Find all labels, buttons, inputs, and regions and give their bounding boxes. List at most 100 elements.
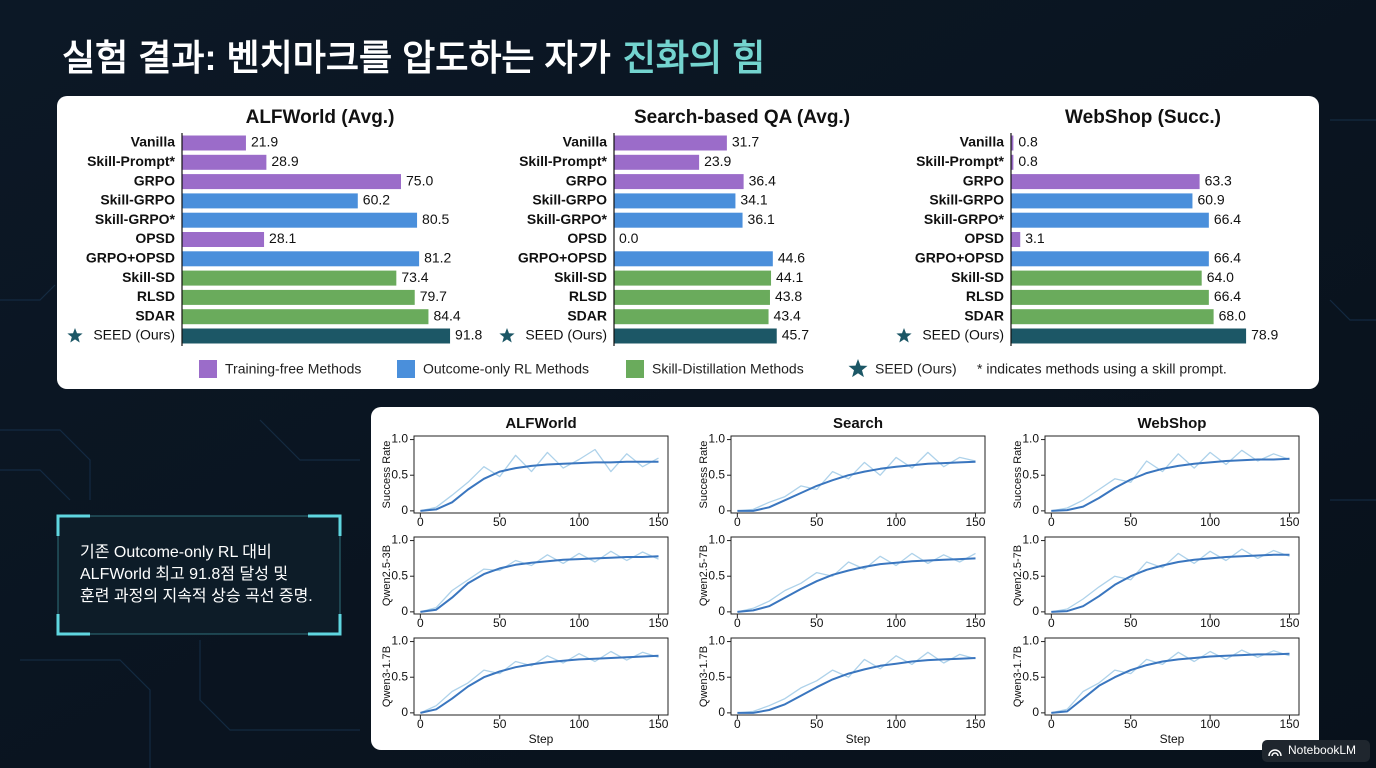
x-tick-label: 50 bbox=[1124, 515, 1138, 529]
bar bbox=[182, 289, 415, 305]
value-label: 60.2 bbox=[363, 192, 390, 208]
raw-curve bbox=[737, 651, 976, 714]
x-tick-label: 0 bbox=[417, 717, 424, 731]
x-tick-label: 0 bbox=[734, 515, 741, 529]
y-tick-label: 1.0 bbox=[708, 634, 725, 648]
bar bbox=[614, 135, 727, 151]
category-label: RLSD bbox=[137, 288, 175, 304]
legend-note: * indicates methods using a skill prompt… bbox=[977, 361, 1227, 377]
bar bbox=[1011, 270, 1202, 286]
x-tick-label: 50 bbox=[810, 515, 824, 529]
category-label: GRPO+OPSD bbox=[86, 250, 175, 266]
x-tick-label: 0 bbox=[417, 515, 424, 529]
bar bbox=[1011, 251, 1209, 267]
bar bbox=[182, 135, 246, 151]
plot-frame bbox=[1044, 637, 1300, 716]
value-label: 81.2 bbox=[424, 250, 451, 266]
bar bbox=[1011, 212, 1209, 228]
x-tick-label: 150 bbox=[1279, 717, 1299, 731]
legend-star bbox=[848, 359, 868, 378]
watermark-icon bbox=[1268, 749, 1282, 757]
category-label: Skill-GRPO bbox=[532, 192, 607, 208]
y-tick-label: 1.0 bbox=[1022, 432, 1039, 446]
title-text: 실험 결과: 벤치마크를 압도하는 자가 bbox=[62, 37, 611, 78]
category-label: Skill-GRPO* bbox=[527, 211, 608, 227]
x-tick-label: 150 bbox=[648, 515, 668, 529]
bar bbox=[614, 174, 744, 190]
x-tick-label: 100 bbox=[569, 717, 589, 731]
y-tick-label: 1.0 bbox=[1022, 634, 1039, 648]
value-label: 79.7 bbox=[420, 288, 447, 304]
y-axis-label: Success Rate bbox=[698, 441, 710, 509]
x-tick-label: 100 bbox=[886, 616, 906, 630]
category-label: OPSD bbox=[567, 230, 607, 246]
raw-curve bbox=[1051, 649, 1290, 714]
category-label: Skill-SD bbox=[951, 269, 1004, 285]
category-label: RLSD bbox=[966, 288, 1004, 304]
smoothed-curve bbox=[737, 657, 976, 714]
x-tick-label: 100 bbox=[569, 616, 589, 630]
category-label: SEED (Ours) bbox=[93, 327, 175, 343]
value-label: 31.7 bbox=[732, 134, 759, 150]
bar bbox=[1011, 328, 1247, 344]
subplot-title: Search bbox=[833, 415, 883, 432]
callout-box bbox=[57, 515, 341, 635]
y-tick-label: 0 bbox=[718, 503, 725, 517]
x-tick-label: 50 bbox=[1124, 717, 1138, 731]
value-label: 3.1 bbox=[1025, 230, 1045, 246]
x-tick-label: 50 bbox=[1124, 616, 1138, 630]
legend-swatch bbox=[397, 360, 415, 378]
bar bbox=[182, 193, 358, 209]
x-tick-label: 150 bbox=[965, 515, 985, 529]
bar bbox=[182, 232, 265, 247]
category-label: SDAR bbox=[567, 307, 607, 323]
plot-frame bbox=[413, 435, 669, 514]
value-label: 0.8 bbox=[1018, 153, 1038, 169]
y-tick-label: 0 bbox=[1032, 503, 1039, 517]
value-label: 73.4 bbox=[401, 269, 428, 285]
plot-frame bbox=[413, 536, 669, 615]
raw-curve bbox=[737, 552, 976, 613]
watermark-box bbox=[1262, 740, 1370, 762]
x-axis-label: Step bbox=[1160, 732, 1185, 746]
x-tick-label: 0 bbox=[734, 616, 741, 630]
plot-frame bbox=[730, 435, 986, 514]
category-label: Skill-GRPO* bbox=[924, 211, 1005, 227]
bar bbox=[614, 270, 772, 286]
value-label: 80.5 bbox=[422, 211, 449, 227]
circuit-decoration bbox=[0, 119, 1376, 768]
x-tick-label: 0 bbox=[417, 616, 424, 630]
category-label: Vanilla bbox=[960, 134, 1005, 150]
category-label: GRPO bbox=[566, 172, 607, 188]
y-tick-label: 1.0 bbox=[1022, 533, 1039, 547]
title-highlight: 진화의 힘 bbox=[623, 37, 765, 78]
bar bbox=[182, 309, 429, 325]
legend-swatch bbox=[199, 360, 217, 378]
value-label: 43.4 bbox=[774, 307, 801, 323]
x-axis-label: Step bbox=[529, 732, 554, 746]
category-label: Skill-GRPO* bbox=[95, 211, 176, 227]
category-label: SDAR bbox=[964, 307, 1004, 323]
value-label: 63.3 bbox=[1205, 172, 1232, 188]
y-tick-label: 1.0 bbox=[391, 634, 408, 648]
y-tick-label: 1.0 bbox=[708, 533, 725, 547]
category-label: Skill-Prompt* bbox=[87, 153, 175, 169]
chart-title: ALFWorld (Avg.) bbox=[246, 107, 395, 128]
smoothed-curve bbox=[420, 555, 659, 613]
x-tick-label: 150 bbox=[965, 616, 985, 630]
x-tick-label: 100 bbox=[886, 515, 906, 529]
smoothed-curve bbox=[1051, 457, 1290, 512]
y-tick-label: 0.5 bbox=[708, 669, 725, 683]
category-label: Skill-GRPO bbox=[929, 192, 1004, 208]
value-label: 0.0 bbox=[619, 230, 639, 246]
value-label: 91.8 bbox=[455, 327, 482, 343]
category-label: GRPO+OPSD bbox=[518, 250, 607, 266]
legend-label: Skill-Distillation Methods bbox=[652, 361, 804, 377]
smoothed-curve bbox=[420, 460, 659, 512]
y-tick-label: 0.5 bbox=[1022, 467, 1039, 481]
x-tick-label: 50 bbox=[493, 515, 507, 529]
category-label: Vanilla bbox=[563, 134, 608, 150]
x-tick-label: 0 bbox=[1048, 515, 1055, 529]
x-tick-label: 150 bbox=[648, 616, 668, 630]
